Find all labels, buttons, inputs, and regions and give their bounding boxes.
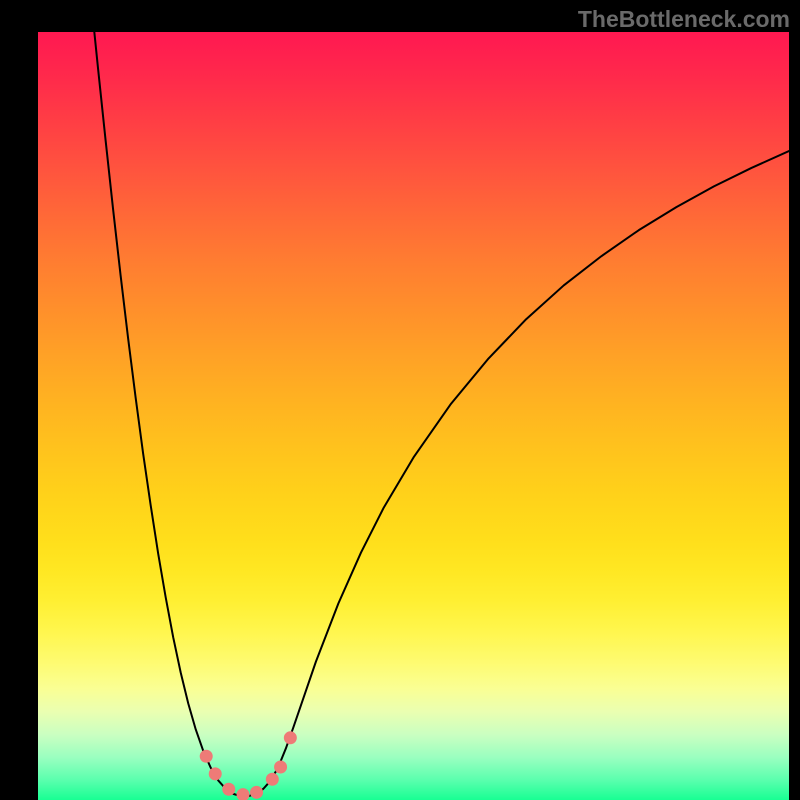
- watermark-text: TheBottleneck.com: [578, 6, 790, 33]
- curve-marker: [284, 732, 296, 744]
- curve-marker: [223, 783, 235, 795]
- curve-marker: [251, 786, 263, 798]
- curve-marker: [275, 761, 287, 773]
- curve-marker: [209, 768, 221, 780]
- chart-container: TheBottleneck.com: [0, 0, 800, 800]
- curve-marker: [266, 773, 278, 785]
- bottleneck-curve-chart: [0, 0, 800, 800]
- chart-background-gradient: [38, 32, 789, 800]
- curve-marker: [237, 789, 249, 800]
- curve-marker: [200, 750, 212, 762]
